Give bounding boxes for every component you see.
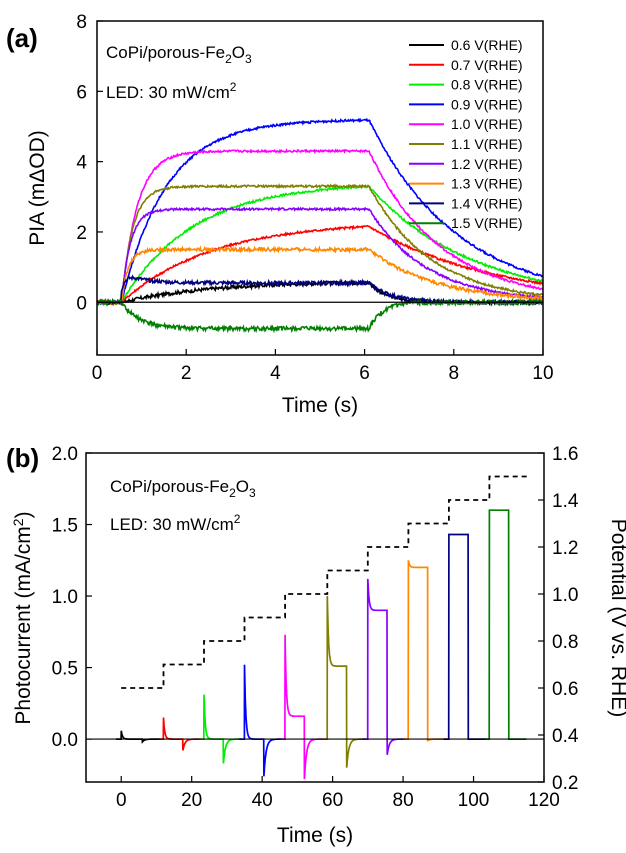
panel-b-x-tick-label: 20 xyxy=(181,790,202,811)
legend-label: 1.2 V(RHE) xyxy=(451,156,523,172)
panel-b-pulse-trace xyxy=(362,578,405,755)
panel-b-pulse-trace xyxy=(158,717,201,751)
legend-label: 1.1 V(RHE) xyxy=(451,136,523,152)
legend-label: 1.0 V(RHE) xyxy=(451,116,523,132)
panel-a-x-tick-label: 2 xyxy=(181,363,192,384)
panel-a-legend: 0.6 V(RHE) 0.7 V(RHE) 0.8 V(RHE) 0.9 V(RHE)… xyxy=(409,37,523,231)
panel-b-x-tick-label: 120 xyxy=(528,790,560,811)
panel-b: (b) CoPi/porous-Fe2O3 LED: 30 mW/cm2 0 20… xyxy=(6,443,626,847)
panel-b-y2-tick-label: 0.2 xyxy=(552,773,578,794)
panel-a-series-line xyxy=(96,206,544,306)
panel-a-series-line xyxy=(96,224,544,305)
legend-label: 0.7 V(RHE) xyxy=(451,57,523,73)
panel-a-series-group xyxy=(96,117,544,334)
panel-b-x-tick-label: 40 xyxy=(252,790,273,811)
panel-a-x-tick-label: 6 xyxy=(359,363,370,384)
legend-label: 1.3 V(RHE) xyxy=(451,176,523,192)
panel-b-y-tick-label: 0.0 xyxy=(52,730,78,751)
panel-b-y-tick-label: 2.0 xyxy=(52,444,78,465)
panel-b-y2-tick-label: 1.2 xyxy=(552,538,578,559)
legend-label: 0.9 V(RHE) xyxy=(451,96,523,112)
panel-b-y2-tick-label: 0.6 xyxy=(552,679,578,700)
panel-a-x-tick-label: 10 xyxy=(532,363,553,384)
panel-a-series-line xyxy=(96,184,544,306)
panel-b-y2-tick-label: 1.6 xyxy=(552,444,578,465)
panel-b-x-axis-label: Time (s) xyxy=(277,824,353,847)
panel-b-x-tick-label: 0 xyxy=(116,790,127,811)
panel-b-potential-steps xyxy=(121,475,530,689)
panel-b-pulse-trace xyxy=(484,509,527,740)
panel-a-series-line xyxy=(96,182,544,305)
panel-b-y2-tick-label: 0.8 xyxy=(552,632,578,653)
panel-b-annotation-led: LED: 30 mW/cm2 xyxy=(110,512,241,534)
panel-b-y2-axis-label: Potential (V vs. RHE) xyxy=(607,519,626,717)
panel-a-series-line xyxy=(96,148,544,305)
panel-a-series-line xyxy=(96,244,544,306)
panel-a-y-tick-label: 4 xyxy=(76,153,87,174)
panel-b-axes: 0 20 40 60 80 100 120 0.0 0.5 1.0 1.5 2.0 0.2 0.4 0.6 0… xyxy=(52,444,579,811)
panel-b-y2-tick-label: 1.0 xyxy=(552,585,578,606)
panel-b-pulse-trace xyxy=(443,533,486,740)
panel-b-pulse-trace xyxy=(279,634,322,780)
panel-a-x-tick-label: 8 xyxy=(449,363,460,384)
legend-label: 0.8 V(RHE) xyxy=(451,77,523,93)
panel-b-x-tick-label: 80 xyxy=(393,790,414,811)
panel-b-pulse-trace xyxy=(322,595,365,768)
panel-a-series-line xyxy=(96,297,544,334)
panel-b-y2-tick-label: 0.4 xyxy=(552,726,579,747)
legend-label: 1.5 V(RHE) xyxy=(451,215,523,231)
panel-a-y-tick-label: 2 xyxy=(76,223,87,244)
panel-a-annotation-sample: CoPi/porous-Fe2O3 xyxy=(106,43,252,66)
panel-a-label: (a) xyxy=(6,23,38,53)
legend-label: 1.4 V(RHE) xyxy=(451,195,523,211)
panel-b-potential-line xyxy=(121,475,530,689)
panel-b-y-tick-label: 0.5 xyxy=(52,659,78,680)
panel-b-y2-tick-label: 1.4 xyxy=(552,491,579,512)
panel-b-y-axis-label: Photocurrent (mA/cm2) xyxy=(10,511,35,724)
panel-b-pulse-trace xyxy=(403,560,446,742)
panel-a-y-tick-label: 8 xyxy=(76,12,87,33)
panel-b-pulse-trace xyxy=(198,694,241,764)
panel-b-label: (b) xyxy=(6,443,39,473)
panel-a-x-axis-label: Time (s) xyxy=(282,394,358,417)
panel-a-y-tick-label: 0 xyxy=(76,293,87,314)
panel-a-frame xyxy=(96,20,544,356)
panel-a-annotation-led: LED: 30 mW/cm2 xyxy=(106,80,237,102)
panel-a-axes: 0 2 4 6 8 10 0 2 4 6 8 xyxy=(76,12,553,384)
panel-b-x-tick-label: 100 xyxy=(458,790,490,811)
panel-a-y-tick-label: 6 xyxy=(76,82,87,103)
panel-a-y-axis-label: PIA (mΔOD) xyxy=(26,130,49,246)
panel-b-y-tick-label: 1.0 xyxy=(52,587,78,608)
panel-b-pulse-trace xyxy=(239,664,282,777)
panel-b-annotation-sample: CoPi/porous-Fe2O3 xyxy=(110,477,256,500)
panel-b-x-tick-label: 60 xyxy=(322,790,343,811)
panel-a-x-tick-label: 4 xyxy=(270,363,281,384)
panel-a: (a) CoPi/porous-Fe2O3 LED: 30 mW/cm2 0.6… xyxy=(6,12,554,417)
panel-a-x-tick-label: 0 xyxy=(92,363,103,384)
panel-b-pulse-trace xyxy=(115,730,160,744)
legend-label: 0.6 V(RHE) xyxy=(451,37,523,53)
panel-a-series-line xyxy=(96,117,544,306)
panel-b-frame xyxy=(85,452,545,783)
panel-b-y-tick-label: 1.5 xyxy=(52,516,78,537)
